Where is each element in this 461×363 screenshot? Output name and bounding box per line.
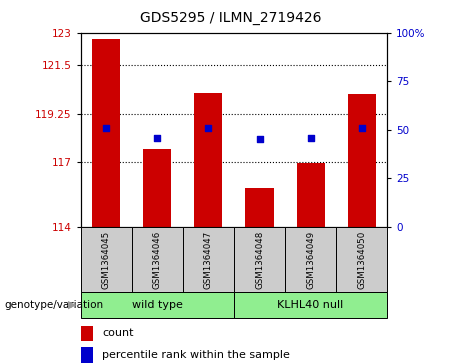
Point	[256, 136, 263, 142]
Bar	[143, 149, 171, 227]
Point	[358, 125, 366, 131]
Bar	[92, 39, 120, 227]
Text: GDS5295 / ILMN_2719426: GDS5295 / ILMN_2719426	[140, 11, 321, 25]
Text: percentile rank within the sample: percentile rank within the sample	[102, 350, 290, 360]
Bar	[245, 188, 273, 227]
Bar	[81, 292, 234, 318]
Text: GSM1364047: GSM1364047	[204, 231, 213, 289]
Text: wild type: wild type	[132, 300, 183, 310]
Bar	[81, 326, 93, 341]
Bar	[234, 227, 285, 292]
Bar	[81, 227, 132, 292]
Text: GSM1364049: GSM1364049	[306, 231, 315, 289]
Bar	[285, 227, 336, 292]
Bar	[183, 227, 234, 292]
Bar	[234, 292, 387, 318]
Bar	[132, 227, 183, 292]
Text: GSM1364045: GSM1364045	[102, 231, 111, 289]
Text: count: count	[102, 329, 134, 338]
Bar	[336, 227, 387, 292]
Bar	[195, 93, 223, 227]
Point	[154, 135, 161, 140]
Bar	[81, 347, 93, 363]
Point	[307, 135, 314, 140]
Text: GSM1364048: GSM1364048	[255, 231, 264, 289]
Point	[102, 125, 110, 131]
Text: GSM1364046: GSM1364046	[153, 231, 162, 289]
Text: KLHL40 null: KLHL40 null	[278, 300, 344, 310]
Bar	[348, 94, 376, 227]
Bar	[296, 163, 325, 227]
Text: GSM1364050: GSM1364050	[357, 231, 366, 289]
Text: genotype/variation: genotype/variation	[5, 300, 104, 310]
Text: ▶: ▶	[68, 300, 76, 310]
Point	[205, 125, 212, 131]
